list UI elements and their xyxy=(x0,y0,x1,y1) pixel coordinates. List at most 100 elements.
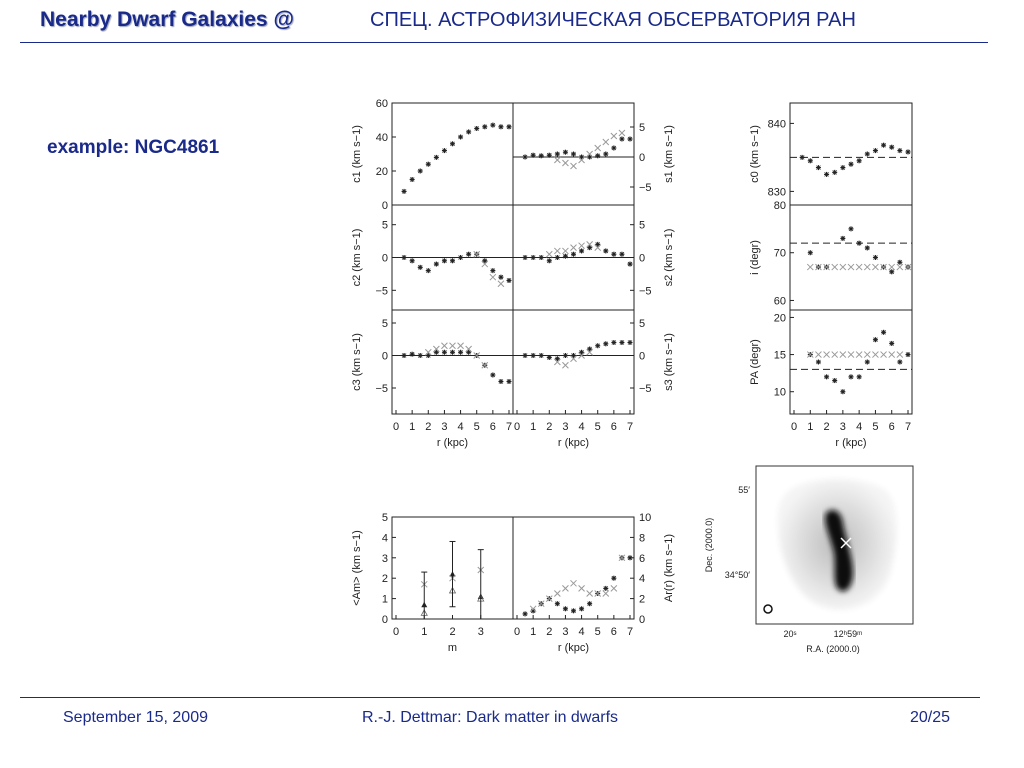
cross-marker xyxy=(888,263,896,271)
star-marker xyxy=(856,158,862,164)
star-marker xyxy=(409,351,415,357)
cross-marker xyxy=(806,263,814,271)
star-marker xyxy=(441,148,447,154)
star-stroke xyxy=(603,341,609,347)
star-marker xyxy=(522,353,528,358)
star-stroke xyxy=(865,245,870,251)
star-stroke xyxy=(897,359,903,365)
star-stroke xyxy=(611,575,617,581)
star-marker xyxy=(848,161,854,167)
star-marker xyxy=(554,255,560,260)
x-tick-label: 1 xyxy=(807,421,813,433)
star-marker xyxy=(881,329,887,335)
cross-stroke xyxy=(554,247,561,255)
cross-marker xyxy=(855,351,863,358)
y-tick-label: 4 xyxy=(639,573,645,585)
star-marker xyxy=(530,255,536,260)
cross-stroke xyxy=(554,156,561,164)
star-marker xyxy=(848,374,854,380)
star-marker xyxy=(815,359,821,365)
star-stroke xyxy=(832,170,837,175)
cross-marker xyxy=(554,156,561,164)
cross-stroke xyxy=(831,351,839,358)
cross-marker xyxy=(872,351,879,358)
y-axis-label: s2 (km s−1) xyxy=(663,229,675,287)
star-stroke xyxy=(832,378,837,383)
star-marker xyxy=(571,608,576,614)
star-marker xyxy=(856,240,862,246)
star-stroke xyxy=(522,255,528,260)
star-marker xyxy=(474,126,480,131)
x-tick-label: 6 xyxy=(611,421,617,433)
star-marker xyxy=(864,245,870,251)
cross-stroke xyxy=(578,242,585,250)
star-stroke xyxy=(530,152,536,158)
cross-stroke xyxy=(545,250,553,258)
chart-panel-8: 50−50 1 2 3 4 5 6 7s3 (km s−1)r (kpc) xyxy=(512,309,675,449)
cross-stroke xyxy=(904,263,912,271)
cross-marker xyxy=(610,585,618,592)
star-marker xyxy=(425,161,431,167)
star-marker xyxy=(807,158,813,164)
panel-frame xyxy=(789,204,913,311)
y-axis-label: s3 (km s−1) xyxy=(663,333,675,391)
x-tick-label: 4 xyxy=(579,626,585,638)
star-stroke xyxy=(417,353,423,358)
cross-marker xyxy=(839,263,847,271)
star-marker xyxy=(498,124,504,130)
map-y-label: Dec. (2000.0) xyxy=(704,518,714,573)
x-tick-label: 6 xyxy=(889,421,895,433)
star-stroke xyxy=(450,349,455,355)
cross-marker xyxy=(594,244,602,252)
cross-stroke xyxy=(481,361,489,369)
cross-marker xyxy=(880,263,887,271)
star-stroke xyxy=(538,153,544,159)
y-tick-label: 2 xyxy=(639,594,645,606)
x-tick-label: 4 xyxy=(579,421,585,433)
star-marker xyxy=(401,255,407,260)
star-stroke xyxy=(506,379,512,384)
star-marker xyxy=(562,353,568,358)
star-marker xyxy=(815,165,821,171)
star-stroke xyxy=(417,265,423,270)
star-marker xyxy=(872,337,878,343)
star-marker xyxy=(506,277,512,283)
star-stroke xyxy=(571,608,576,614)
cross-marker xyxy=(554,358,561,366)
star-marker xyxy=(562,253,568,259)
y-axis-label: c2 (km s−1) xyxy=(351,229,363,287)
star-marker xyxy=(587,601,593,607)
cross-stroke xyxy=(610,585,618,592)
y-tick-label: 0 xyxy=(639,152,645,164)
star-marker xyxy=(824,171,830,177)
star-marker xyxy=(627,340,633,345)
star-stroke xyxy=(490,268,496,273)
cross-stroke xyxy=(586,348,593,356)
cross-marker xyxy=(806,351,814,358)
star-stroke xyxy=(856,158,862,164)
star-stroke xyxy=(522,611,528,617)
cross-marker xyxy=(529,605,537,613)
cross-marker xyxy=(815,351,822,358)
cross-marker xyxy=(847,263,855,271)
cross-stroke xyxy=(449,342,456,350)
cross-stroke xyxy=(872,351,879,358)
star-stroke xyxy=(563,353,568,358)
cross-marker xyxy=(457,342,464,350)
star-stroke xyxy=(897,148,903,153)
star-stroke xyxy=(571,251,576,257)
cross-marker xyxy=(570,355,577,363)
star-marker xyxy=(433,154,439,160)
cross-marker xyxy=(497,280,505,288)
star-marker xyxy=(897,359,903,365)
star-stroke xyxy=(498,379,504,384)
y-tick-label: 0 xyxy=(639,253,645,265)
cross-stroke xyxy=(618,554,626,562)
y-tick-label: −5 xyxy=(639,182,652,194)
star-marker xyxy=(881,142,887,148)
cross-stroke xyxy=(610,132,618,140)
star-stroke xyxy=(881,330,886,335)
star-stroke xyxy=(409,351,415,357)
cross-stroke xyxy=(578,585,585,592)
